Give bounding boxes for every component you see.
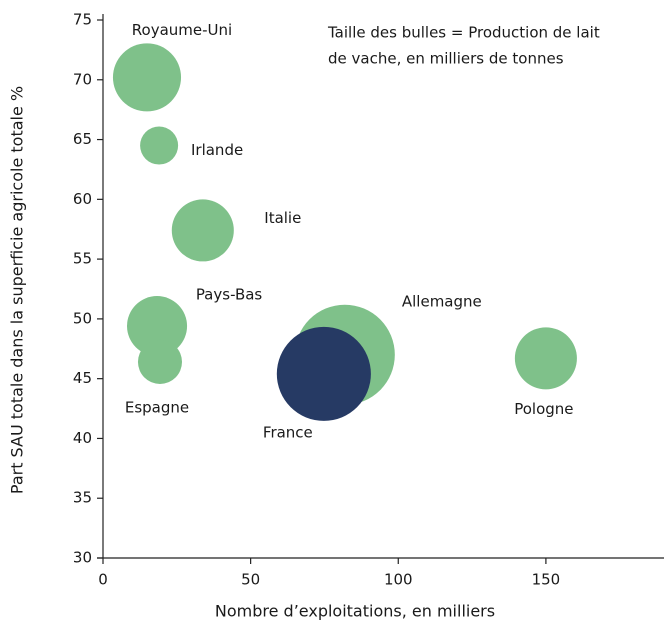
bubble (514, 327, 577, 390)
point-label: Italie (264, 209, 301, 227)
point-label: France (263, 423, 313, 441)
y-axis-title: Part SAU totale dans la superficie agric… (8, 86, 27, 494)
point-label: Allemagne (402, 292, 482, 310)
bubble (276, 326, 371, 421)
y-tick-label: 35 (73, 489, 92, 507)
bubble (137, 339, 183, 384)
y-tick-label: 50 (73, 309, 92, 327)
bubble (112, 43, 182, 112)
y-tick-label: 30 (73, 549, 92, 567)
point-label: Royaume-Uni (132, 21, 232, 39)
point-label: Pologne (514, 400, 573, 418)
y-tick-label: 70 (73, 70, 92, 88)
x-tick-label: 0 (98, 571, 108, 589)
bubble (171, 199, 234, 262)
x-tick-label: 50 (241, 571, 260, 589)
annotation: Taille des bulles = Production de lait (327, 24, 600, 42)
bubble (140, 126, 179, 165)
point-label: Espagne (125, 398, 189, 416)
y-tick-label: 75 (73, 11, 92, 29)
y-tick-label: 45 (73, 369, 92, 387)
y-tick-label: 65 (73, 130, 92, 148)
bubble (127, 296, 188, 357)
annotation: de vache, en milliers de tonnes (328, 50, 564, 68)
point-label: Pays-Bas (196, 286, 263, 304)
y-tick-label: 40 (73, 429, 92, 447)
x-axis-title: Nombre d’exploitations, en milliers (215, 602, 495, 621)
y-tick-label: 60 (73, 190, 92, 208)
y-tick-label: 55 (73, 250, 92, 268)
x-tick-label: 150 (532, 571, 561, 589)
x-tick-label: 100 (384, 571, 413, 589)
point-label: Irlande (191, 141, 243, 159)
